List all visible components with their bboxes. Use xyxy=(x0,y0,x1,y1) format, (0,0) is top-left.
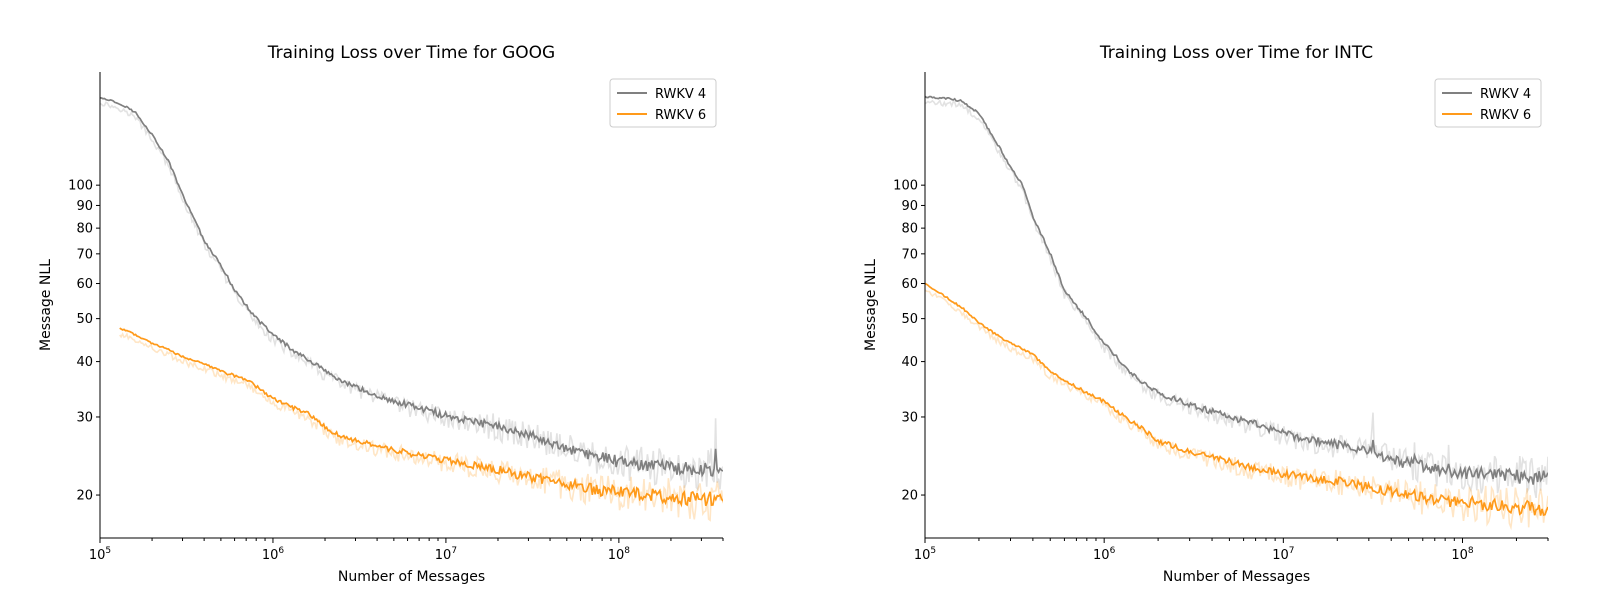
y-tick-label: 100 xyxy=(68,179,93,194)
series-raw-line-1 xyxy=(925,289,1548,531)
legend-label-1: RWKV 6 xyxy=(655,108,706,123)
y-axis-label: Message NLL xyxy=(38,259,54,351)
y-tick-label: 60 xyxy=(901,277,918,292)
x-tick-label: 107 xyxy=(1272,546,1294,563)
chart-goog: Training Loss over Time for GOOG 105 106 10… xyxy=(38,43,724,585)
series-raw-line-0 xyxy=(925,98,1548,499)
y-tick-label: 70 xyxy=(76,247,93,262)
y-tick-label: 50 xyxy=(901,312,918,327)
x-tick-label: 108 xyxy=(608,546,631,563)
plot-area xyxy=(100,97,723,522)
y-tick-label: 90 xyxy=(901,199,918,214)
series-line-0 xyxy=(100,97,723,478)
legend: RWKV 4 RWKV 6 xyxy=(609,78,717,128)
x-axis-label: Number of Messages xyxy=(1163,569,1310,585)
x-tick-label: 105 xyxy=(914,546,936,563)
y-tick-label: 60 xyxy=(76,277,93,292)
x-tick-label: 106 xyxy=(1093,546,1116,563)
y-tick-label: 30 xyxy=(76,410,93,425)
chart-title: Training Loss over Time for INTC xyxy=(1099,43,1373,63)
legend-label-1: RWKV 6 xyxy=(1480,108,1531,123)
y-tick-label: 20 xyxy=(76,489,93,504)
legend-label-0: RWKV 4 xyxy=(655,87,706,102)
y-tick-label: 90 xyxy=(76,199,93,214)
y-tick-label: 40 xyxy=(76,355,93,370)
series-line-1 xyxy=(925,282,1548,517)
series-line-1 xyxy=(119,327,723,508)
series-raw-line-0 xyxy=(100,101,723,492)
y-tick-label: 100 xyxy=(893,179,918,194)
y-tick-label: 70 xyxy=(901,247,918,262)
y-tick-label: 20 xyxy=(901,489,918,504)
x-tick-label: 107 xyxy=(435,546,457,563)
x-tick-label: 106 xyxy=(262,546,285,563)
plot-area xyxy=(925,95,1548,531)
y-tick-label: 30 xyxy=(901,410,918,425)
y-tick-label: 80 xyxy=(901,222,918,237)
chart-intc: Training Loss over Time for INTC 105 106 10… xyxy=(863,43,1549,585)
y-tick-label: 40 xyxy=(901,355,918,370)
legend: RWKV 4 RWKV 6 xyxy=(1434,78,1542,128)
y-tick-label: 50 xyxy=(76,312,93,327)
x-axis-label: Number of Messages xyxy=(338,569,485,585)
x-tick-label: 105 xyxy=(89,546,111,563)
legend-label-0: RWKV 4 xyxy=(1480,87,1531,102)
x-tick-label: 108 xyxy=(1451,546,1474,563)
y-axis-label: Message NLL xyxy=(863,259,879,351)
chart-title: Training Loss over Time for GOOG xyxy=(267,43,555,63)
series-line-0 xyxy=(925,95,1548,485)
y-tick-label: 80 xyxy=(76,222,93,237)
